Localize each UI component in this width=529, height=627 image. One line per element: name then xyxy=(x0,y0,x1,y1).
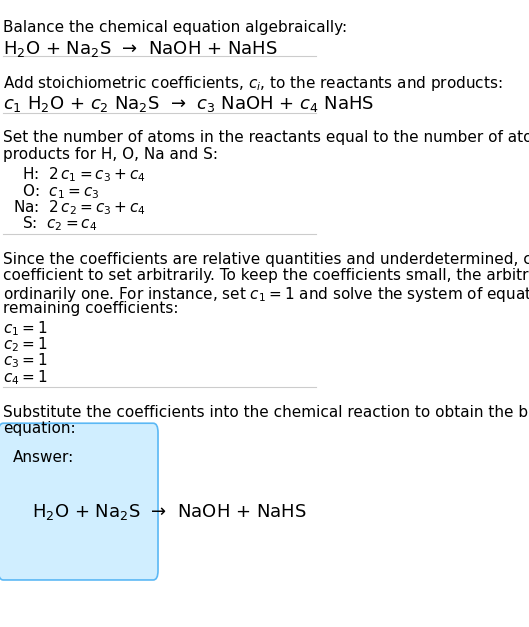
Text: $c_1$ H$_2$O + $c_2$ Na$_2$S  →  $c_3$ NaOH + $c_4$ NaHS: $c_1$ H$_2$O + $c_2$ Na$_2$S → $c_3$ NaO… xyxy=(3,94,375,114)
Text: H$_2$O + Na$_2$S  →  NaOH + NaHS: H$_2$O + Na$_2$S → NaOH + NaHS xyxy=(32,502,306,522)
Text: equation:: equation: xyxy=(3,421,76,436)
Text: coefficient to set arbitrarily. To keep the coefficients small, the arbitrary va: coefficient to set arbitrarily. To keep … xyxy=(3,268,529,283)
Text: Add stoichiometric coefficients, $c_i$, to the reactants and products:: Add stoichiometric coefficients, $c_i$, … xyxy=(3,74,503,93)
FancyBboxPatch shape xyxy=(0,423,158,580)
Text: $c_4 = 1$: $c_4 = 1$ xyxy=(3,368,48,387)
Text: Since the coefficients are relative quantities and underdetermined, choose a: Since the coefficients are relative quan… xyxy=(3,252,529,267)
Text: $c_2 = 1$: $c_2 = 1$ xyxy=(3,335,48,354)
Text: H:  $2\,c_1 = c_3 + c_4$: H: $2\,c_1 = c_3 + c_4$ xyxy=(22,166,146,184)
Text: Na:  $2\,c_2 = c_3 + c_4$: Na: $2\,c_2 = c_3 + c_4$ xyxy=(13,198,145,217)
Text: products for H, O, Na and S:: products for H, O, Na and S: xyxy=(3,147,218,162)
Text: O:  $c_1 = c_3$: O: $c_1 = c_3$ xyxy=(22,182,100,201)
Text: remaining coefficients:: remaining coefficients: xyxy=(3,301,179,316)
Text: Set the number of atoms in the reactants equal to the number of atoms in the: Set the number of atoms in the reactants… xyxy=(3,130,529,145)
Text: Substitute the coefficients into the chemical reaction to obtain the balanced: Substitute the coefficients into the che… xyxy=(3,405,529,420)
Text: S:  $c_2 = c_4$: S: $c_2 = c_4$ xyxy=(22,214,98,233)
Text: H$_2$O + Na$_2$S  →  NaOH + NaHS: H$_2$O + Na$_2$S → NaOH + NaHS xyxy=(3,39,278,59)
Text: $c_3 = 1$: $c_3 = 1$ xyxy=(3,352,48,371)
Text: $c_1 = 1$: $c_1 = 1$ xyxy=(3,319,48,338)
Text: Balance the chemical equation algebraically:: Balance the chemical equation algebraica… xyxy=(3,20,348,35)
Text: ordinarily one. For instance, set $c_1 = 1$ and solve the system of equations fo: ordinarily one. For instance, set $c_1 =… xyxy=(3,285,529,303)
Text: Answer:: Answer: xyxy=(13,450,74,465)
